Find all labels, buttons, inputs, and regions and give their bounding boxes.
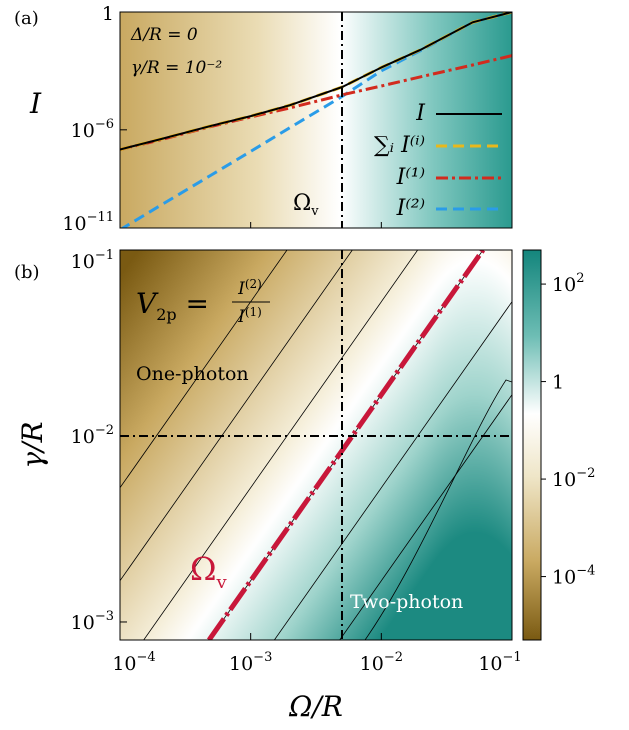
- panel-b-xticks: 10−4 10−3 10−2 10−1: [112, 633, 522, 675]
- svg-text:V2p =: V2p =: [136, 287, 209, 324]
- legend-label-1: ∑ᵢ I⁽ⁱ⁾: [374, 133, 425, 158]
- panel-a-yticks: 1 10−6 10−11: [62, 3, 513, 235]
- colorbar: [522, 249, 542, 641]
- cb-tick-label-2: 10−2: [552, 466, 595, 491]
- contour-line-curved: [364, 379, 512, 640]
- legend-label-2: I⁽¹⁾: [396, 165, 425, 190]
- param-gamma: γ/R = 10⁻²: [131, 58, 222, 78]
- param-detuning: Δ/R = 0: [130, 25, 198, 45]
- svg-text:I(2): I(2): [237, 277, 262, 299]
- a-ytick-label-2: 10−11: [62, 210, 114, 235]
- series-line-0: [120, 12, 512, 151]
- panel-a-legend: I ∑ᵢ I⁽ⁱ⁾ I⁽¹⁾ I⁽²⁾: [374, 101, 502, 221]
- contour-line-1: [120, 250, 353, 582]
- panel-b-yticks: 10−1 10−2 10−3: [71, 248, 127, 634]
- cb-tick-label-3: 10−4: [552, 564, 595, 589]
- svg-text:I(1): I(1): [237, 305, 262, 327]
- b-ytick-label-1: 10−2: [71, 423, 114, 448]
- b-xtick-label-1: 10−3: [229, 650, 272, 675]
- colorbar-ticks: 102 1 10−2 10−4: [541, 271, 595, 589]
- panel-a-label: (a): [14, 8, 39, 29]
- contour-line-2: [143, 250, 419, 640]
- contour-line-5: [339, 394, 512, 640]
- panel-a-series: [120, 12, 512, 228]
- b-ytick-label-0: 10−1: [71, 248, 114, 273]
- a-ytick-label-0: 1: [102, 3, 114, 25]
- two-photon-label: Two-photon: [350, 591, 463, 613]
- omega-v-label-b: Ωv: [190, 550, 228, 593]
- omega-v-label-a: Ωv: [293, 191, 319, 219]
- quantity-label: V2p = I(2) I(1): [136, 277, 270, 327]
- panel-a-ylabel: I: [29, 87, 42, 120]
- panel-a-frame: [119, 11, 513, 229]
- panel-b-frame: [119, 249, 513, 641]
- contour-line-4: [274, 301, 512, 640]
- heatmap-contours: [120, 250, 512, 640]
- b-xtick-label-3: 10−1: [478, 650, 521, 675]
- x-axis-label: Ω/R: [288, 690, 343, 723]
- panel-b: (b) 10−4 10−3 10−2 10−1 10−1 10−2 10−3 V2p = …: [14, 248, 595, 723]
- panel-b-label: (b): [14, 262, 40, 283]
- contour-line-0: [120, 250, 288, 489]
- cb-tick-label-0: 102: [552, 271, 584, 296]
- b-ytick-label-2: 10−3: [71, 609, 114, 634]
- legend-label-0: I: [415, 101, 426, 126]
- panel-a: (a) 1 10−6 10−11 I Δ/R = 0 γ/R = 10⁻² Ωv I…: [14, 3, 513, 235]
- one-photon-label: One-photon: [136, 363, 249, 385]
- legend-label-3: I⁽²⁾: [396, 196, 425, 221]
- y-axis-label: γ/R: [16, 421, 49, 468]
- a-ytick-label-1: 10−6: [71, 117, 114, 142]
- cb-tick-label-1: 1: [552, 372, 564, 394]
- b-xtick-label-2: 10−2: [360, 650, 403, 675]
- b-xtick-label-0: 10−4: [112, 650, 155, 675]
- series-line-2: [120, 54, 512, 151]
- omega-v-diagonal-line: [206, 250, 486, 640]
- heatmap-image: [120, 250, 512, 640]
